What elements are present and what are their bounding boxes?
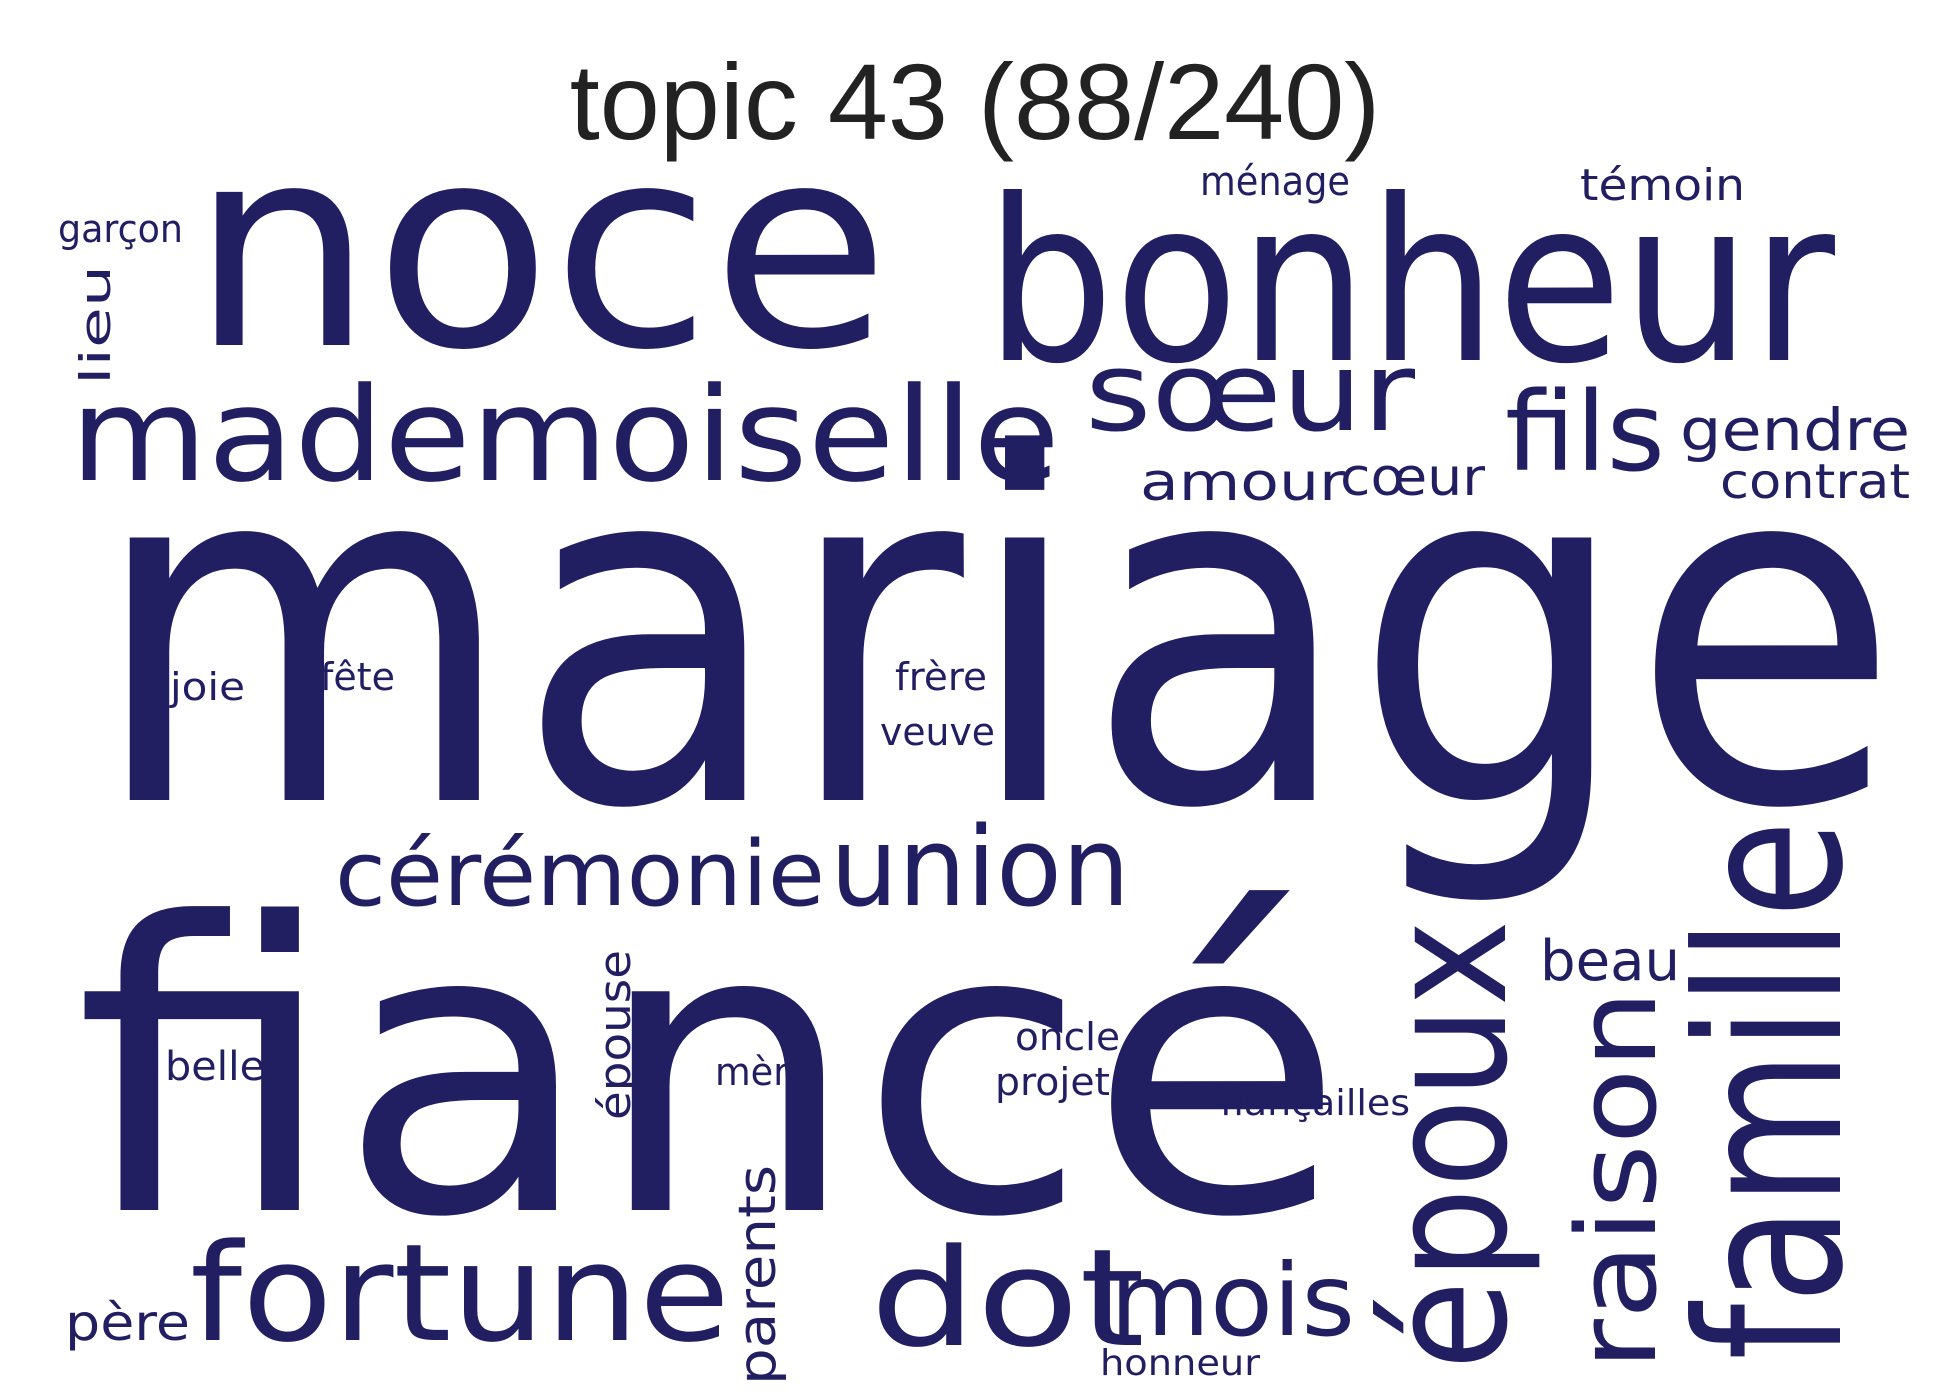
word-parents: parents (728, 1165, 788, 1385)
word-honneur: honneur (1100, 1343, 1260, 1384)
word-garçon: garçon (58, 207, 183, 251)
word-père: père (65, 1294, 190, 1352)
word-fiançailles: fiançailles (1220, 1083, 1410, 1124)
word-fiancé: fiancé (75, 840, 1345, 1305)
word-raison: raison (1553, 990, 1681, 1370)
word-frère: frère (895, 655, 987, 699)
word-fortune: fortune (190, 1215, 730, 1372)
word-sœur: sœur (1085, 328, 1416, 456)
chart-title: topic 43 (88/240) (569, 41, 1381, 162)
word-oncle: oncle (1015, 1015, 1120, 1059)
word-famille: famille (1655, 820, 1888, 1360)
word-mère: mère (715, 1050, 810, 1094)
word-projet: projet (995, 1060, 1110, 1104)
word-cœur: cœur (1340, 448, 1486, 508)
word-dot: dot (870, 1220, 1145, 1377)
word-noce: noce (190, 86, 890, 412)
word-beau: beau (1540, 929, 1680, 994)
word-mademoiselle: mademoiselle (70, 359, 1060, 511)
word-fils: fils (1505, 368, 1665, 496)
word-ménage: ménage (1200, 159, 1350, 205)
word-joie: joie (169, 665, 245, 709)
word-lieu: lieu (71, 265, 120, 385)
word-gendre: gendre (1680, 396, 1910, 464)
word-époux: époux (1352, 920, 1544, 1370)
word-mois: mois (1110, 1242, 1355, 1359)
word-contrat: contrat (1720, 454, 1910, 510)
word-belle: belle (165, 1044, 265, 1090)
word-témoin: témoin (1580, 160, 1745, 211)
word-bonheur: bonheur (985, 152, 1835, 414)
word-veuve: veuve (880, 710, 995, 754)
word-union: union (830, 803, 1130, 931)
word-mariage: mariage (90, 355, 1900, 914)
word-fête: fête (320, 655, 395, 699)
word-épouse: épouse (590, 950, 641, 1120)
word-cérémonie: cérémonie (335, 822, 825, 927)
word-amour: amour (1140, 453, 1346, 513)
